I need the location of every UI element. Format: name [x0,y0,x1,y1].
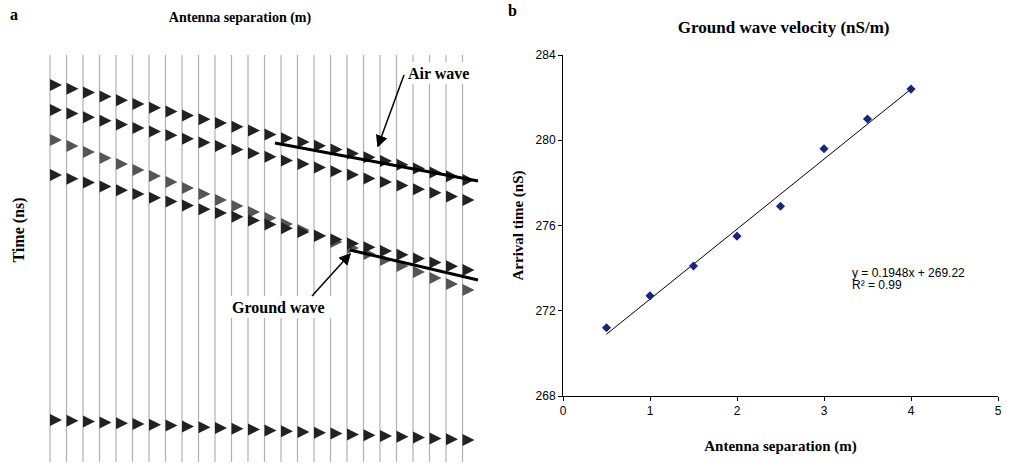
svg-text:4: 4 [908,404,915,418]
svg-text:a: a [10,6,18,23]
svg-text:272: 272 [536,304,556,318]
svg-text:Ground wave velocity (nS/m): Ground wave velocity (nS/m) [678,18,890,37]
svg-text:y = 0.1948x + 269.22: y = 0.1948x + 269.22 [852,266,965,280]
svg-text:280: 280 [536,133,556,147]
svg-text:Time (ns): Time (ns) [10,197,28,262]
svg-text:Air wave: Air wave [408,65,469,82]
svg-text:284: 284 [536,48,556,62]
svg-text:268: 268 [536,389,556,403]
svg-text:R² = 0.99: R² = 0.99 [852,278,902,292]
svg-text:5: 5 [995,404,1002,418]
svg-text:Ground wave: Ground wave [232,299,325,316]
svg-text:Antenna separation (m): Antenna separation (m) [704,438,857,455]
svg-text:276: 276 [536,219,556,233]
svg-text:3: 3 [821,404,828,418]
svg-text:Antenna separation (m): Antenna separation (m) [169,10,312,26]
svg-text:1: 1 [647,404,654,418]
svg-text:0: 0 [560,404,567,418]
svg-text:Arrival time (nS): Arrival time (nS) [510,171,527,281]
svg-text:b: b [508,2,517,19]
svg-text:2: 2 [734,404,741,418]
